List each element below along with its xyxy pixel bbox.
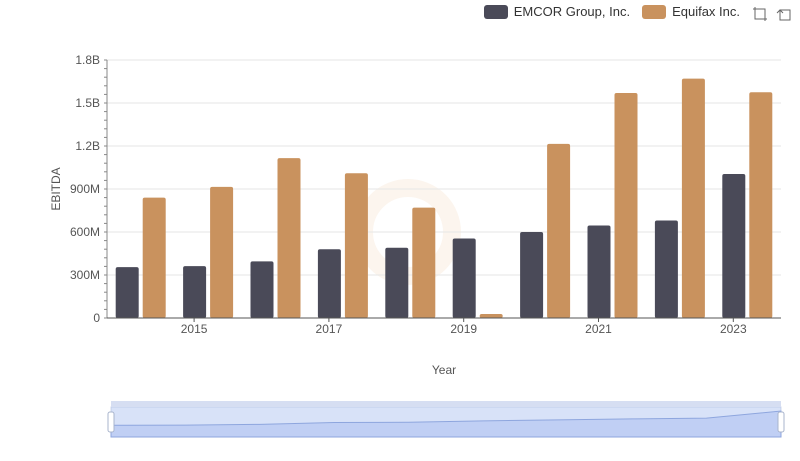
x-tick-label: 2015 [181, 322, 208, 336]
zoom-select-icon[interactable] [752, 6, 768, 22]
bar-emcor-2020[interactable] [520, 232, 544, 318]
legend-label-equifax: Equifax Inc. [672, 4, 740, 19]
y-tick-label: 600M [70, 225, 100, 239]
bar-equifax-2015[interactable] [210, 186, 234, 318]
x-tick-label: 2017 [316, 322, 343, 336]
bar-emcor-2019[interactable] [452, 238, 476, 318]
datazoom-preview [110, 410, 782, 438]
y-tick-label: 300M [70, 268, 100, 282]
bar-emcor-2018[interactable] [385, 247, 409, 318]
datazoom-slider[interactable] [107, 401, 785, 438]
bar-equifax-2022[interactable] [681, 78, 705, 318]
x-axis-label: Year [432, 363, 456, 377]
restore-icon[interactable] [776, 6, 792, 22]
toolbox [752, 6, 792, 22]
bar-emcor-2021[interactable] [587, 225, 611, 318]
y-axis-label: EBITDA [49, 167, 63, 210]
x-axis: 2015 2017 2019 2021 2023 [107, 317, 781, 336]
bar-emcor-2014[interactable] [115, 267, 139, 318]
bar-emcor-2015[interactable] [183, 266, 207, 318]
bar-equifax-2017[interactable] [344, 173, 368, 318]
bar-equifax-2021[interactable] [614, 92, 638, 318]
legend-item-equifax[interactable]: Equifax Inc. [642, 4, 740, 19]
bar-equifax-2019[interactable] [479, 313, 503, 318]
bar-equifax-2020[interactable] [547, 143, 571, 318]
datazoom-handle[interactable] [107, 411, 115, 433]
y-tick-label: 0 [93, 311, 100, 325]
bar-emcor-2016[interactable] [250, 261, 274, 318]
bar-equifax-2018[interactable] [412, 207, 436, 318]
y-tick-label: 1.8B [75, 53, 100, 67]
datazoom-handle[interactable] [777, 411, 785, 433]
y-tick-label: 1.5B [75, 96, 100, 110]
bar-equifax-2016[interactable] [277, 158, 301, 318]
bar-emcor-2017[interactable] [317, 249, 341, 318]
datazoom-handle-bar[interactable] [111, 401, 781, 407]
legend-swatch-emcor [483, 4, 508, 19]
x-tick-label: 2019 [450, 322, 477, 336]
legend-item-emcor[interactable]: EMCOR Group, Inc. [483, 4, 631, 19]
x-tick-label: 2023 [720, 322, 747, 336]
bars [115, 78, 773, 318]
legend-swatch-equifax [642, 4, 667, 19]
bar-emcor-2023[interactable] [722, 173, 746, 318]
y-axis: 0 300M 600M 900M 1.2B 1.5B 1.8B [70, 53, 108, 325]
y-tick-label: 900M [70, 182, 100, 196]
legend: EMCOR Group, Inc. Equifax Inc. [483, 4, 740, 19]
bar-equifax-2014[interactable] [142, 197, 166, 318]
bar-emcor-2022[interactable] [654, 220, 678, 318]
legend-label-emcor: EMCOR Group, Inc. [513, 4, 631, 19]
x-tick-label: 2021 [585, 322, 612, 336]
bar-equifax-2023[interactable] [749, 92, 773, 318]
y-tick-label: 1.2B [75, 139, 100, 153]
